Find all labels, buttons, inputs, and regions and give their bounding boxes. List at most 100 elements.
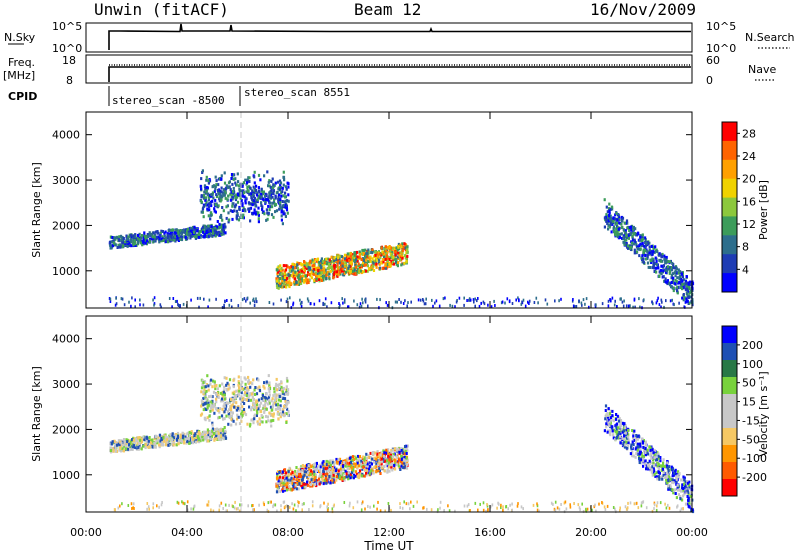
range-time-cell	[284, 392, 287, 396]
ground-scatter-cell	[498, 502, 500, 506]
range-time-cell	[217, 395, 220, 399]
range-time-cell	[285, 273, 288, 277]
ground-scatter-cell	[575, 305, 578, 308]
range-time-cell	[247, 399, 250, 402]
range-time-cell	[205, 434, 208, 438]
range-time-cell	[326, 273, 329, 277]
range-time-cell	[263, 386, 266, 390]
range-time-cell	[292, 271, 295, 275]
range-time-cell	[175, 234, 178, 238]
range-time-cell	[214, 210, 217, 214]
range-time-cell	[329, 471, 332, 474]
range-time-cell	[356, 269, 359, 273]
range-time-cell	[179, 229, 182, 233]
ground-scatter-cell	[640, 504, 643, 508]
ground-scatter-cell	[678, 301, 680, 305]
ground-scatter-cell	[532, 503, 535, 507]
ground-scatter-cell	[148, 507, 150, 511]
range-time-cell	[166, 436, 169, 440]
ground-scatter-cell	[511, 302, 514, 305]
ground-scatter-cell	[652, 302, 654, 306]
range-time-cell	[289, 282, 292, 286]
range-time-cell	[376, 251, 379, 255]
range-time-cell	[392, 467, 395, 470]
ground-scatter-cell	[504, 301, 506, 305]
range-time-cell	[671, 268, 674, 272]
ground-scatter-cell	[476, 299, 478, 303]
range-time-cell	[214, 387, 217, 391]
range-time-cell	[269, 405, 273, 409]
range-time-cell	[266, 415, 269, 419]
range-time-cell	[203, 391, 206, 395]
ground-scatter-cell	[362, 301, 364, 305]
ground-scatter-cell	[614, 299, 616, 303]
range-time-cell	[287, 473, 290, 477]
ground-scatter-cell	[625, 304, 628, 308]
range-time-cell	[177, 239, 180, 242]
range-time-cell	[192, 234, 195, 238]
range-time-cell	[139, 446, 142, 450]
range-time-cell	[316, 464, 319, 468]
ground-scatter-cell	[585, 507, 587, 511]
range-time-cell	[318, 482, 321, 486]
range-time-cell	[346, 252, 349, 256]
range-time-cell	[649, 266, 652, 269]
range-time-cell	[324, 476, 327, 480]
range-time-cell	[170, 236, 173, 240]
range-time-cell	[282, 396, 285, 400]
range-time-cell	[172, 436, 176, 440]
ground-scatter-cell	[121, 297, 124, 301]
range-time-cell	[210, 429, 213, 433]
ground-scatter-cell	[442, 297, 445, 301]
ground-scatter-cell	[578, 506, 581, 510]
range-time-cell	[241, 216, 244, 220]
range-time-cell	[287, 193, 290, 197]
range-time-cell	[284, 279, 287, 283]
range-time-cell	[302, 266, 305, 270]
range-time-cell	[367, 454, 370, 458]
range-time-cell	[227, 422, 230, 426]
ground-scatter-cell	[578, 299, 580, 303]
range-time-cell	[343, 478, 346, 482]
ground-scatter-cell	[132, 502, 135, 506]
range-time-cell	[166, 232, 169, 236]
range-time-cell	[322, 478, 325, 482]
range-time-cell	[282, 489, 285, 493]
range-time-cell	[251, 197, 254, 201]
cpid-segment-2: stereo_scan 8551	[244, 86, 350, 99]
range-time-cell	[242, 408, 246, 411]
range-time-cell	[399, 462, 402, 466]
range-time-cell	[140, 235, 143, 239]
range-time-cell	[200, 399, 203, 403]
range-time-cell	[235, 389, 238, 393]
range-time-cell	[281, 279, 284, 283]
range-time-cell	[341, 464, 345, 468]
ground-scatter-cell	[480, 301, 482, 305]
range-time-cell	[287, 388, 290, 392]
ground-scatter-cell	[292, 507, 295, 511]
range-time-cell	[342, 273, 345, 277]
range-time-cell	[208, 414, 211, 418]
range-time-cell	[313, 463, 317, 467]
range-time-cell	[631, 230, 634, 234]
range-time-cell	[652, 259, 655, 263]
range-time-cell	[317, 261, 321, 264]
ground-scatter-cell	[581, 502, 583, 506]
range-time-cell	[681, 283, 684, 286]
range-time-cell	[356, 264, 360, 268]
range-time-cell	[337, 260, 340, 264]
range-time-cell	[319, 470, 322, 474]
range-time-cell	[685, 291, 689, 295]
ground-scatter-cell	[258, 503, 260, 507]
range-time-cell	[119, 446, 122, 450]
range-time-cell	[378, 461, 381, 465]
ground-scatter-cell	[676, 504, 679, 508]
range-time-cell	[282, 194, 285, 198]
ground-scatter-cell	[327, 502, 329, 506]
range-time-cell	[388, 258, 391, 261]
ground-scatter-cell	[569, 505, 572, 509]
range-time-cell	[287, 413, 290, 417]
range-time-cell	[659, 259, 662, 263]
range-time-cell	[168, 239, 171, 243]
range-time-cell	[392, 262, 396, 266]
